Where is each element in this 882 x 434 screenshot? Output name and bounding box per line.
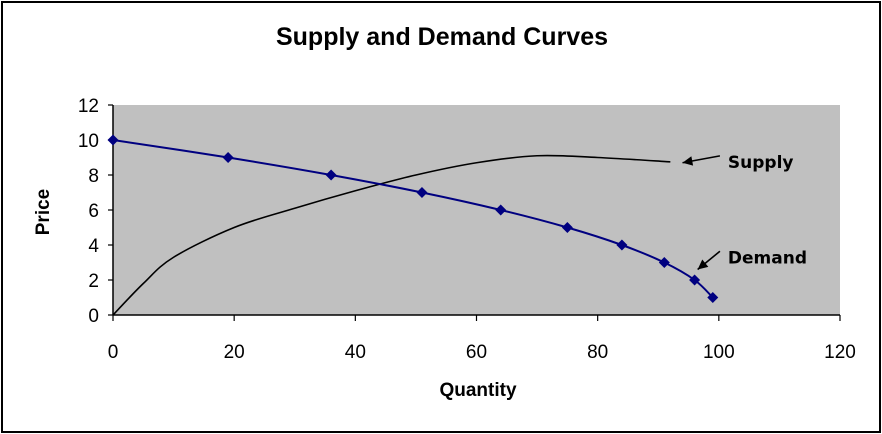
annotations: Supply Demand (682, 153, 807, 271)
demand-point (707, 292, 719, 303)
annotation-label-demand: Demand (728, 248, 807, 268)
chart-title: Supply and Demand Curves (276, 23, 608, 51)
demand-point (222, 152, 234, 163)
demand-point (416, 187, 428, 198)
x-tick-label: 40 (345, 342, 366, 363)
y-axis-label: Price (33, 189, 54, 235)
x-tick-label: 100 (703, 342, 735, 363)
y-tick-label: 10 (78, 131, 99, 152)
x-tick-label: 60 (466, 342, 487, 363)
demand-point (689, 274, 701, 286)
demand-point (616, 239, 628, 251)
annotation-arrow-head (697, 259, 709, 270)
y-tick-label: 6 (88, 201, 99, 222)
demand-point (107, 134, 119, 146)
demand-point (561, 222, 573, 233)
supply-curve (112, 154, 671, 316)
x-tick-label: 0 (108, 342, 119, 363)
y-tick-label: 12 (78, 96, 99, 117)
x-tick-label: 20 (224, 342, 245, 363)
demand-point (325, 169, 337, 181)
demand-point (658, 257, 670, 268)
plot-area (113, 105, 840, 315)
demand-point (495, 204, 507, 216)
y-tick-label: 4 (88, 236, 99, 257)
y-tick-label: 2 (88, 271, 99, 292)
x-axis-label: Quantity (439, 380, 516, 401)
x-tick-label: 120 (824, 342, 856, 363)
series-layer (107, 134, 719, 316)
annotation-label-supply: Supply (728, 153, 794, 173)
annotation-arrow-head (682, 156, 694, 166)
x-tick-label: 80 (587, 342, 608, 363)
y-tick-label: 0 (88, 306, 99, 327)
y-tick-label: 8 (88, 166, 99, 187)
